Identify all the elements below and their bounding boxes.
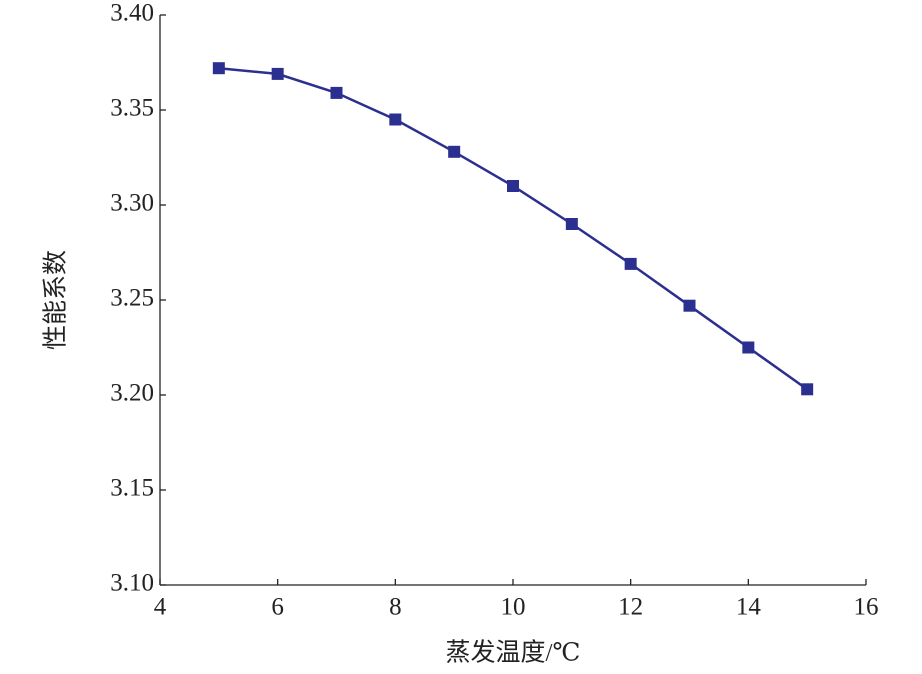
y-tick-label: 3.20 xyxy=(110,380,154,407)
point xyxy=(507,180,519,192)
y-axis-label: 性能系数 xyxy=(42,250,70,350)
x-tick-label: 14 xyxy=(736,594,762,621)
y-tick-label: 3.40 xyxy=(110,0,154,27)
point xyxy=(683,299,696,312)
point xyxy=(742,341,755,354)
series-line xyxy=(218,66,808,391)
point xyxy=(389,113,402,126)
point xyxy=(448,145,461,158)
point xyxy=(565,218,578,230)
x-tick-label: 6 xyxy=(271,594,284,621)
y-tick-label: 3.35 xyxy=(110,95,154,122)
point xyxy=(271,67,284,80)
x-axis-label: 蒸发温度/℃ xyxy=(446,639,581,667)
point xyxy=(801,383,814,396)
x-tick-label: 8 xyxy=(389,594,402,621)
x-tick-label: 10 xyxy=(501,594,526,621)
y-tick-label: 3.25 xyxy=(110,285,154,312)
point xyxy=(624,257,637,270)
point xyxy=(212,62,225,75)
point xyxy=(330,86,343,99)
y-tick-label: 3.30 xyxy=(110,190,154,217)
y-tick-label: 3.15 xyxy=(110,475,154,502)
x-tick-label: 4 xyxy=(154,594,167,621)
x-tick-label: 12 xyxy=(618,594,643,621)
x-tick-label: 16 xyxy=(854,594,879,621)
y-tick-label: 3.10 xyxy=(110,570,154,597)
